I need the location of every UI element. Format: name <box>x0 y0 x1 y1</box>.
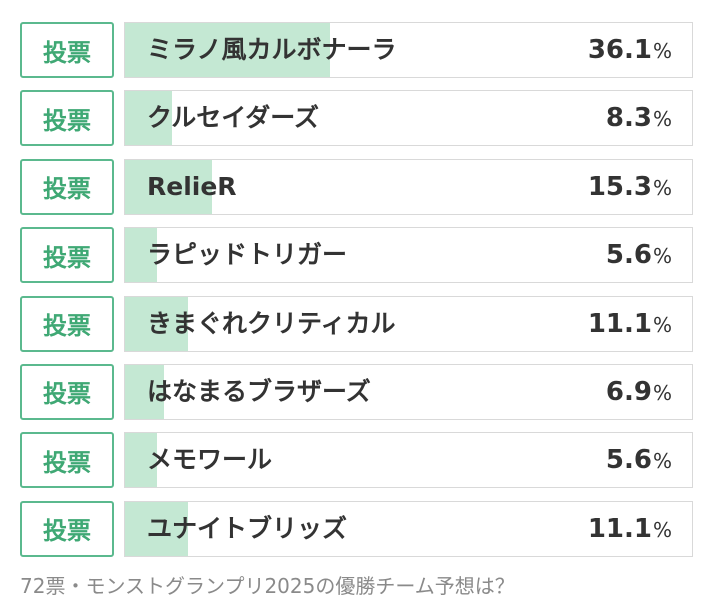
percent-unit: % <box>652 107 672 132</box>
option-label: きまぐれクリティカル <box>147 308 396 338</box>
result-bar: ユナイトブリッズ 11.1% <box>124 500 693 557</box>
percent-value: 6.9 <box>605 376 652 407</box>
poll-list: 投票 ミラノ風カルボナーラ 36.1% 投票 クルセイダーズ 8.3% 投票 R… <box>20 22 693 569</box>
result-bar-fill <box>125 296 188 351</box>
percent-value: 11.1 <box>587 308 652 339</box>
option-label: ユナイトブリッズ <box>147 513 348 543</box>
percent-value: 15.3 <box>587 171 652 202</box>
poll-option: 投票 クルセイダーズ 8.3% <box>20 90 693 147</box>
result-bar-fill <box>125 501 188 556</box>
option-label: ミラノ風カルボナーラ <box>147 35 397 64</box>
poll-option: 投票 はなまるブラザーズ 6.9% <box>20 363 693 420</box>
option-label: メモワール <box>147 445 273 475</box>
result-bar-fill <box>125 228 157 283</box>
vote-button[interactable]: 投票 <box>20 158 114 215</box>
percent-value: 5.6 <box>605 240 652 271</box>
vote-button[interactable]: 投票 <box>20 432 114 489</box>
result-bar-fill <box>125 364 165 419</box>
percent-value: 36.1 <box>587 35 652 65</box>
percent-unit: % <box>652 517 672 542</box>
result-bar: RelieR 15.3% <box>124 158 693 215</box>
percent-unit: % <box>652 39 672 63</box>
poll-option: 投票 メモワール 5.6% <box>20 432 693 489</box>
percent-unit: % <box>652 380 672 405</box>
poll-footer: 72票・モンストグランプリ2025の優勝チーム予想は？ <box>20 574 515 598</box>
percent-value: 8.3 <box>605 103 652 134</box>
option-percent: 6.9% <box>606 365 672 419</box>
option-label: はなまるブラザーズ <box>147 376 371 406</box>
result-bar-fill <box>125 159 212 214</box>
result-bar: クルセイダーズ 8.3% <box>124 90 693 147</box>
poll-option: 投票 RelieR 15.3% <box>20 158 693 215</box>
percent-unit: % <box>652 244 672 269</box>
option-percent: 15.3% <box>588 160 672 214</box>
option-percent: 36.1% <box>588 23 672 77</box>
vote-button[interactable]: 投票 <box>20 363 114 420</box>
option-label: クルセイダーズ <box>147 103 320 133</box>
percent-unit: % <box>652 312 672 337</box>
poll-option: 投票 ユナイトブリッズ 11.1% <box>20 500 693 557</box>
option-percent: 5.6% <box>606 433 672 487</box>
percent-unit: % <box>652 449 672 474</box>
vote-button[interactable]: 投票 <box>20 500 114 557</box>
percent-value: 11.1 <box>587 513 652 544</box>
percent-unit: % <box>652 175 672 200</box>
poll-option: 投票 ミラノ風カルボナーラ 36.1% <box>20 22 693 78</box>
result-bar-fill <box>125 433 157 488</box>
result-bar: はなまるブラザーズ 6.9% <box>124 363 693 420</box>
percent-value: 5.6 <box>605 445 652 476</box>
option-percent: 11.1% <box>588 297 672 351</box>
poll-option: 投票 きまぐれクリティカル 11.1% <box>20 295 693 352</box>
option-percent: 8.3% <box>606 91 672 145</box>
poll-option: 投票 ラピッドトリガー 5.6% <box>20 227 693 284</box>
result-bar: きまぐれクリティカル 11.1% <box>124 295 693 352</box>
result-bar: ミラノ風カルボナーラ 36.1% <box>124 22 693 78</box>
vote-button[interactable]: 投票 <box>20 90 114 147</box>
option-label: ラピッドトリガー <box>147 240 348 270</box>
result-bar-fill <box>125 23 330 77</box>
result-bar: ラピッドトリガー 5.6% <box>124 227 693 284</box>
result-bar: メモワール 5.6% <box>124 432 693 489</box>
vote-button[interactable]: 投票 <box>20 22 114 78</box>
option-percent: 5.6% <box>606 228 672 282</box>
option-label: RelieR <box>147 171 237 201</box>
vote-button[interactable]: 投票 <box>20 227 114 284</box>
option-percent: 11.1% <box>588 502 672 556</box>
vote-button[interactable]: 投票 <box>20 295 114 352</box>
result-bar-fill <box>125 91 173 146</box>
